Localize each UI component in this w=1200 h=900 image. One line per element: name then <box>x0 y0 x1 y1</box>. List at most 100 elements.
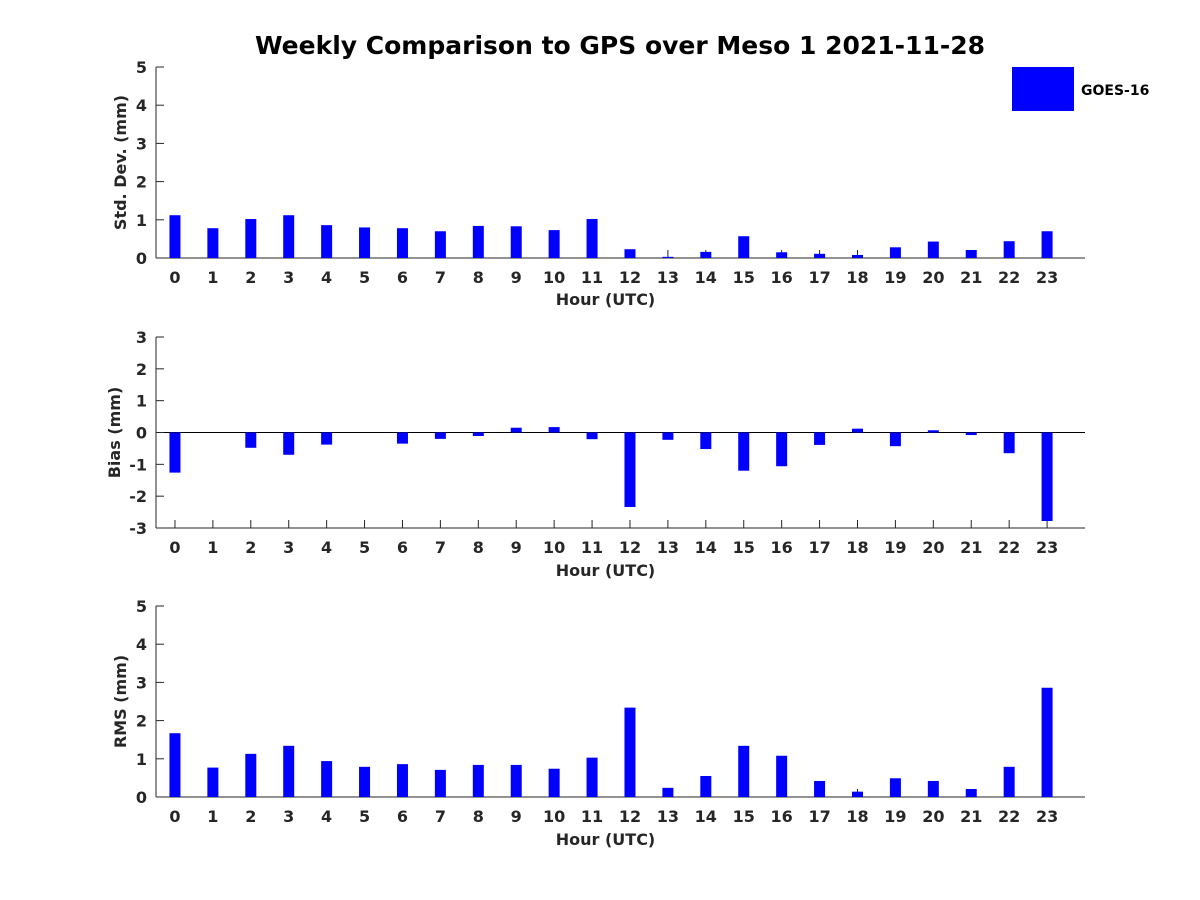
bias-xtick-label: 1 <box>207 538 218 557</box>
rms-ytick-label: 0 <box>136 788 147 807</box>
bias-bar-22 <box>1003 432 1015 454</box>
bias-x-label: Hour (UTC) <box>556 561 656 580</box>
rms-bar-8 <box>472 764 484 797</box>
rms-y-label: RMS (mm) <box>111 655 130 748</box>
stddev-x-label: Hour (UTC) <box>556 290 656 309</box>
stddev-bar-5 <box>359 227 371 258</box>
stddev-xtick-label: 11 <box>581 268 603 287</box>
bias-xtick-label: 7 <box>435 538 446 557</box>
bias-xtick-label: 4 <box>321 538 332 557</box>
rms-xtick-label: 18 <box>846 807 868 826</box>
bias-xtick-label: 14 <box>695 538 717 557</box>
bias-bar-11 <box>586 432 598 440</box>
stddev-xtick-label: 17 <box>808 268 830 287</box>
rms-bar-9 <box>510 764 522 797</box>
rms-bar-1 <box>207 767 219 797</box>
stddev-bar-21 <box>965 249 977 258</box>
bias-y-label: Bias (mm) <box>105 387 124 479</box>
rms-xtick-label: 6 <box>397 807 408 826</box>
bias-bar-8 <box>472 432 484 437</box>
bias-ytick-label: -1 <box>129 455 147 474</box>
rms-bar-17 <box>814 780 826 797</box>
legend-swatch <box>1012 67 1074 111</box>
bias-xtick-label: 0 <box>169 538 180 557</box>
rms-xtick-label: 1 <box>207 807 218 826</box>
bias-xtick-label: 3 <box>283 538 294 557</box>
stddev-xtick-label: 8 <box>473 268 484 287</box>
rms-xtick-label: 8 <box>473 807 484 826</box>
rms-xtick-label: 23 <box>1036 807 1058 826</box>
bias-ytick-label: -3 <box>129 519 147 538</box>
stddev-xtick-label: 21 <box>960 268 982 287</box>
stddev-bar-14 <box>700 251 712 258</box>
rms-xtick-label: 10 <box>543 807 565 826</box>
rms-bar-7 <box>434 769 446 797</box>
rms-xtick-label: 7 <box>435 807 446 826</box>
rms-bar-20 <box>927 780 939 797</box>
rms-xtick-label: 3 <box>283 807 294 826</box>
chart-title: Weekly Comparison to GPS over Meso 1 202… <box>255 31 985 60</box>
stddev-xtick-label: 16 <box>771 268 793 287</box>
bias-ytick-label: 0 <box>136 424 147 443</box>
stddev-bar-8 <box>472 225 484 258</box>
rms-bar-4 <box>321 761 333 797</box>
rms-bar-11 <box>586 757 598 797</box>
legend-label: GOES-16 <box>1081 83 1149 99</box>
bias-bar-16 <box>776 432 788 467</box>
stddev-bar-17 <box>814 253 826 258</box>
rms-ytick-label: 3 <box>136 673 147 692</box>
bias-xtick-label: 9 <box>511 538 522 557</box>
stddev-xtick-label: 9 <box>511 268 522 287</box>
stddev-bar-11 <box>586 219 598 258</box>
stddev-xtick-label: 4 <box>321 268 332 287</box>
bias-bar-2 <box>245 432 257 448</box>
bias-bar-15 <box>738 432 750 471</box>
bias-bar-10 <box>548 427 560 433</box>
bias-bar-18 <box>851 428 863 433</box>
rms-bar-16 <box>776 755 788 797</box>
bias-xtick-label: 13 <box>657 538 679 557</box>
stddev-bar-16 <box>776 252 788 258</box>
bias-ytick-label: 1 <box>136 392 147 411</box>
rms-bar-5 <box>359 766 371 797</box>
stddev-xtick-label: 7 <box>435 268 446 287</box>
stddev-xtick-label: 10 <box>543 268 565 287</box>
bias-xtick-label: 22 <box>998 538 1020 557</box>
rms-xtick-label: 14 <box>695 807 717 826</box>
rms-bar-13 <box>662 787 674 797</box>
bias-bar-6 <box>396 432 408 444</box>
stddev-bar-20 <box>927 241 939 258</box>
bias-bar-13 <box>662 432 674 440</box>
bias-xtick-label: 16 <box>771 538 793 557</box>
stddev-xtick-label: 22 <box>998 268 1020 287</box>
bias-xtick-label: 10 <box>543 538 565 557</box>
bias-xtick-label: 15 <box>733 538 755 557</box>
stddev-xtick-label: 23 <box>1036 268 1058 287</box>
stddev-bar-10 <box>548 230 560 258</box>
rms-bar-3 <box>283 745 295 797</box>
rms-ytick-label: 5 <box>136 597 147 616</box>
stddev-ytick-label: 2 <box>136 173 147 192</box>
bias-ytick-label: -2 <box>129 487 147 506</box>
bias-xtick-label: 8 <box>473 538 484 557</box>
stddev-bar-4 <box>321 225 333 258</box>
stddev-ytick-label: 5 <box>136 58 147 77</box>
stddev-bar-6 <box>396 228 408 258</box>
bias-bar-12 <box>624 432 636 507</box>
rms-bar-6 <box>396 764 408 797</box>
rms-bar-0 <box>169 733 181 797</box>
bias-bar-17 <box>814 432 826 445</box>
bias-bar-20 <box>927 430 939 433</box>
bias-bar-14 <box>700 432 712 450</box>
rms-xtick-label: 2 <box>245 807 256 826</box>
bias-xtick-label: 11 <box>581 538 603 557</box>
stddev-bar-12 <box>624 249 636 258</box>
stddev-bar-3 <box>283 215 295 258</box>
stddev-xtick-label: 18 <box>846 268 868 287</box>
stddev-bar-23 <box>1041 231 1053 258</box>
legend: GOES-16 <box>1012 67 1149 111</box>
stddev-bar-9 <box>510 226 522 258</box>
